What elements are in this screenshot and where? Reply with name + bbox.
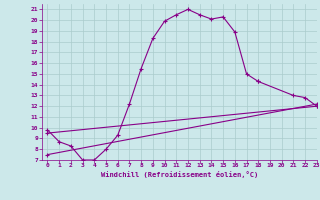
X-axis label: Windchill (Refroidissement éolien,°C): Windchill (Refroidissement éolien,°C) bbox=[100, 171, 258, 178]
